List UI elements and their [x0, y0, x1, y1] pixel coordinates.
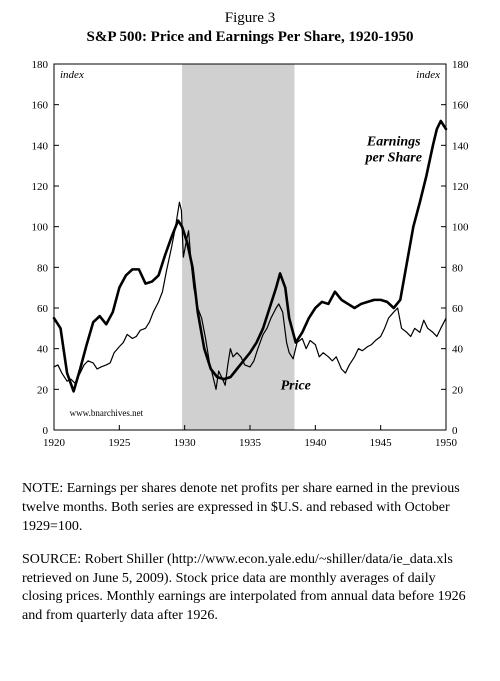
- note-paragraph: NOTE: Earnings per shares denote net pro…: [22, 480, 478, 537]
- svg-text:100: 100: [452, 222, 469, 234]
- chart: 0 0 20 20 40 40 60 60 80 80 100 100 120 120 140 140 160 1…: [12, 52, 488, 462]
- svg-text:Price: Price: [281, 378, 311, 393]
- svg-text:1930: 1930: [174, 437, 197, 449]
- svg-text:1945: 1945: [370, 437, 393, 449]
- svg-text:per Share: per Share: [365, 150, 422, 165]
- svg-text:100: 100: [32, 222, 49, 234]
- svg-text:1935: 1935: [239, 437, 262, 449]
- svg-text:120: 120: [452, 181, 469, 193]
- svg-text:40: 40: [37, 344, 49, 356]
- svg-text:160: 160: [452, 100, 469, 112]
- chart-svg: 0 0 20 20 40 40 60 60 80 80 100 100 120 120 140 140 160 1…: [12, 52, 488, 462]
- svg-text:40: 40: [452, 344, 464, 356]
- figure-title: S&P 500: Price and Earnings Per Share, 1…: [12, 29, 488, 46]
- svg-text:20: 20: [37, 384, 49, 396]
- svg-text:80: 80: [452, 262, 464, 274]
- svg-text:20: 20: [452, 384, 464, 396]
- svg-text:1950: 1950: [435, 437, 458, 449]
- figure-container: Figure 3 S&P 500: Price and Earnings Per…: [0, 0, 500, 654]
- svg-text:1940: 1940: [304, 437, 327, 449]
- figure-caption: Figure 3: [12, 10, 488, 27]
- svg-text:1925: 1925: [108, 437, 131, 449]
- svg-text:Earnings: Earnings: [366, 134, 421, 149]
- source-paragraph: SOURCE: Robert Shiller (http://www.econ.…: [22, 551, 478, 627]
- svg-text:80: 80: [37, 262, 49, 274]
- svg-text:www.bnarchives.net: www.bnarchives.net: [70, 408, 144, 418]
- svg-text:140: 140: [32, 140, 49, 152]
- svg-text:120: 120: [32, 181, 49, 193]
- svg-text:180: 180: [32, 59, 49, 71]
- svg-text:index: index: [416, 69, 440, 81]
- svg-text:140: 140: [452, 140, 469, 152]
- svg-text:0: 0: [452, 425, 458, 437]
- figure-notes: NOTE: Earnings per shares denote net pro…: [12, 480, 488, 626]
- svg-text:60: 60: [452, 303, 464, 315]
- svg-text:index: index: [60, 69, 84, 81]
- svg-text:1920: 1920: [43, 437, 66, 449]
- svg-text:160: 160: [32, 100, 49, 112]
- svg-text:60: 60: [37, 303, 49, 315]
- svg-text:180: 180: [452, 59, 469, 71]
- svg-text:0: 0: [43, 425, 49, 437]
